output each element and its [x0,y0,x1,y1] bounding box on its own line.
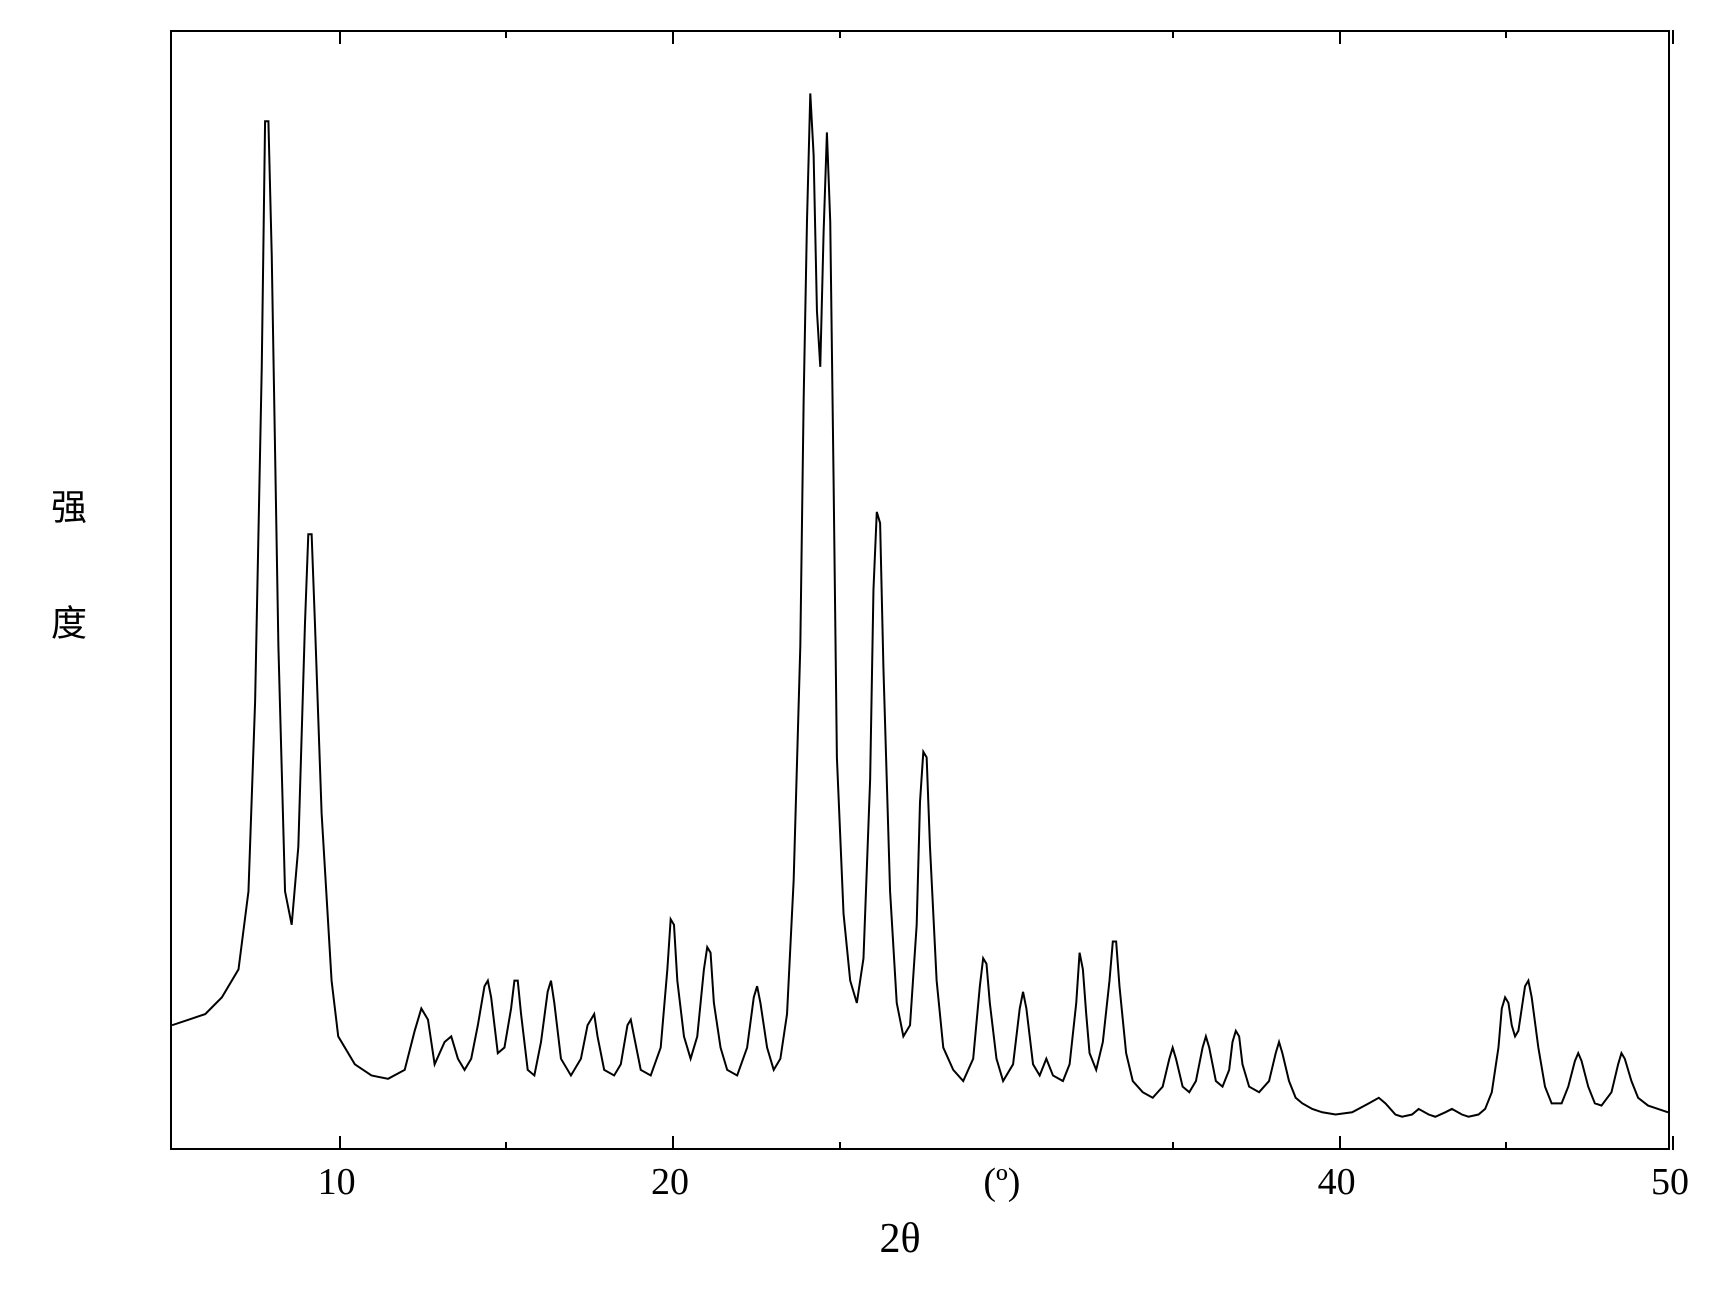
x-tick-minor-top [1172,30,1174,38]
x-tick-label: 40 [1318,1160,1356,1204]
x-tick-major-top [672,30,674,44]
x-axis-unit: (º) [983,1160,1020,1204]
x-tick-major [1339,1136,1341,1150]
x-tick-minor [505,1142,507,1150]
x-tick-label: 20 [651,1160,689,1204]
x-tick-minor [1505,1142,1507,1150]
x-tick-label: 50 [1651,1160,1689,1204]
x-tick-minor [1172,1142,1174,1150]
x-axis-label: 2θ [879,1215,920,1263]
plot-area [170,30,1670,1150]
x-tick-minor-top [839,30,841,38]
xrd-chart: 强 度 10204050(º) 2θ [120,20,1680,1250]
x-tick-major-top [1672,30,1674,44]
xrd-trace [172,32,1668,1148]
x-tick-minor-top [1505,30,1507,38]
x-tick-label: 10 [318,1160,356,1204]
x-tick-major-top [1339,30,1341,44]
x-tick-minor-top [505,30,507,38]
x-tick-major [672,1136,674,1150]
x-tick-major [1672,1136,1674,1150]
y-axis-label: 强 度 [40,488,92,660]
x-tick-major [339,1136,341,1150]
x-tick-major-top [339,30,341,44]
x-tick-minor [839,1142,841,1150]
